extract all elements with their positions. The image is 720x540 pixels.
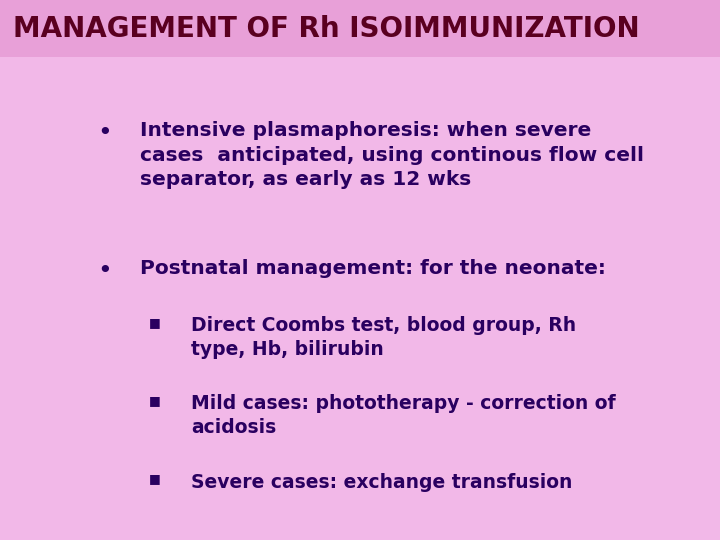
Text: •: • (97, 122, 112, 145)
Text: •: • (97, 259, 112, 283)
Text: ■: ■ (149, 316, 161, 329)
Text: Mild cases: phototherapy - correction of
acidosis: Mild cases: phototherapy - correction of… (191, 394, 616, 437)
Text: Severe cases: exchange transfusion: Severe cases: exchange transfusion (191, 472, 572, 491)
Text: MANAGEMENT OF Rh ISOIMMUNIZATION: MANAGEMENT OF Rh ISOIMMUNIZATION (13, 15, 639, 43)
Text: Postnatal management: for the neonate:: Postnatal management: for the neonate: (140, 259, 606, 278)
FancyBboxPatch shape (0, 0, 720, 57)
Text: ■: ■ (149, 394, 161, 407)
Text: Intensive plasmaphoresis: when severe
cases  anticipated, using continous flow c: Intensive plasmaphoresis: when severe ca… (140, 122, 644, 189)
Text: ■: ■ (149, 472, 161, 485)
Text: Direct Coombs test, blood group, Rh
type, Hb, bilirubin: Direct Coombs test, blood group, Rh type… (191, 316, 576, 359)
